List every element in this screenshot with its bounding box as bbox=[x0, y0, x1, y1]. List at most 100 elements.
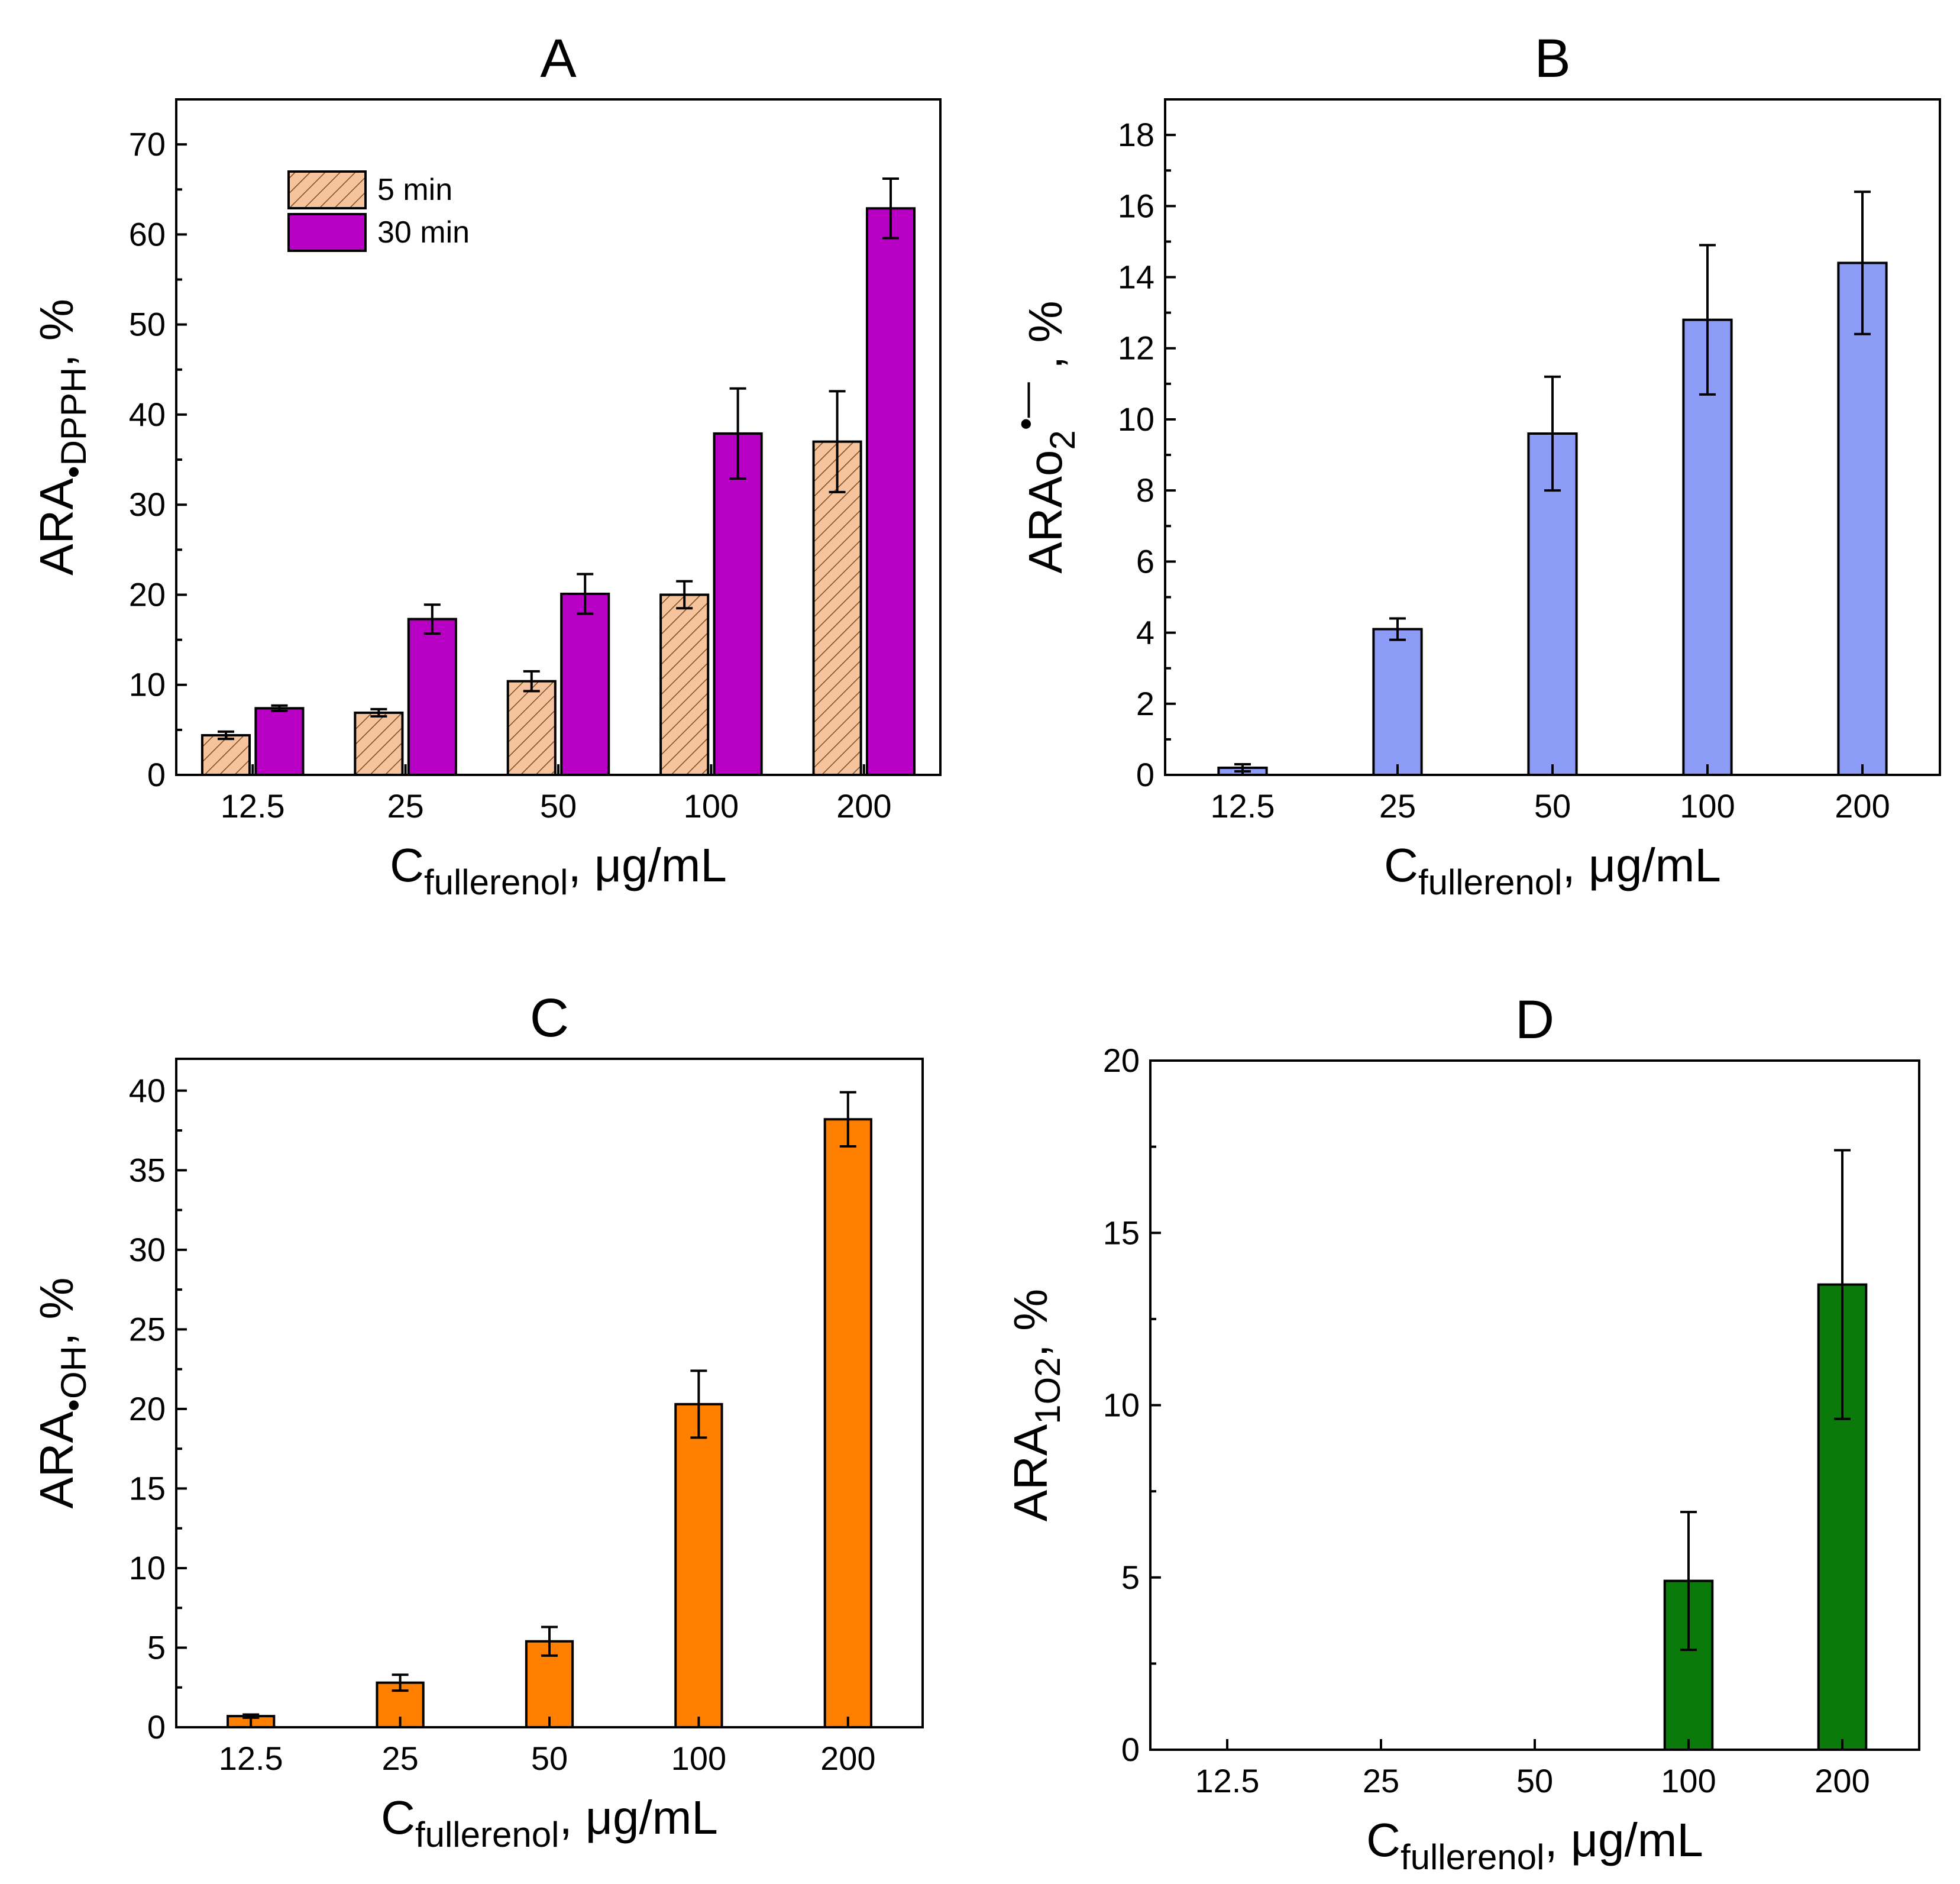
x-tick-label: 12.5 bbox=[1195, 1762, 1260, 1799]
x-axis-label-main: C bbox=[381, 1791, 415, 1844]
x-tick-label: 200 bbox=[836, 787, 891, 825]
error-bar bbox=[690, 1369, 707, 1439]
x-axis-label-sub: fullerenol bbox=[1418, 862, 1563, 902]
x-tick-label: 100 bbox=[1680, 787, 1735, 825]
x-axis-label-unit: , μg/mL bbox=[559, 1791, 717, 1844]
y-tick-label: 0 bbox=[147, 1708, 166, 1746]
bar-b-ara-o2--200 bbox=[1837, 261, 1888, 777]
panel-a: A 0 10 20 30 40 50 60 70 12.5 25 50 100 200 Cfullereno… bbox=[30, 28, 942, 902]
y-axis: 0 5 10 15 20 bbox=[1103, 1042, 1161, 1768]
x-tick-label: 25 bbox=[387, 787, 423, 825]
x-tick-label: 200 bbox=[1815, 1762, 1870, 1799]
x-tick-label: 100 bbox=[671, 1740, 726, 1777]
x-axis-label: Cfullerenol, μg/mL bbox=[381, 1791, 718, 1854]
x-axis-label-unit: , μg/mL bbox=[1544, 1814, 1703, 1866]
bar-a-30-min-12.5 bbox=[254, 707, 305, 776]
plot-frame bbox=[1149, 1059, 1920, 1751]
x-tick-label: 200 bbox=[820, 1740, 875, 1777]
y-axis-label: ARA•DPPH, % bbox=[30, 299, 93, 576]
bar-a-30-min-50 bbox=[560, 592, 610, 776]
y-tick-label: 35 bbox=[129, 1151, 166, 1188]
bar-a-5-min-50 bbox=[506, 680, 557, 777]
y-axis-label-unit: , % bbox=[1019, 300, 1072, 382]
bar-a-30-min-200 bbox=[865, 207, 916, 776]
x-tick-label: 25 bbox=[1379, 787, 1416, 825]
bar-c-ara-oh-100 bbox=[674, 1403, 723, 1728]
y-tick-label: 8 bbox=[1136, 471, 1154, 509]
x-axis: 12.5 25 50 100 200 bbox=[219, 1717, 876, 1777]
y-axis: 0 2 4 6 8 10 12 14 16 18 bbox=[1118, 116, 1176, 793]
x-tick-label: 12.5 bbox=[219, 1740, 283, 1777]
y-axis-label-unit: , % bbox=[30, 299, 83, 367]
bar-b-ara-o2--100 bbox=[1682, 318, 1733, 776]
error-bar bbox=[271, 704, 288, 712]
x-axis-label-main: C bbox=[1384, 839, 1418, 891]
error-bar bbox=[523, 670, 540, 693]
bar-a-30-min-100 bbox=[713, 432, 763, 776]
x-tick-label: 50 bbox=[1534, 787, 1571, 825]
legend-label: 30 min bbox=[377, 215, 470, 250]
y-tick-label: 50 bbox=[129, 306, 166, 343]
y-axis-label: ARA•OH, % bbox=[30, 1277, 93, 1508]
bar-a-5-min-12.5 bbox=[200, 734, 251, 777]
y-axis-label-main: ARA bbox=[30, 478, 83, 576]
x-axis-label-sub: fullerenol bbox=[424, 862, 568, 902]
y-tick-label: 0 bbox=[147, 756, 166, 793]
y-axis-label: ARA1O2, % bbox=[1004, 1289, 1068, 1522]
y-axis-label-main: ARA bbox=[1004, 1424, 1057, 1521]
y-axis-label-unit: , % bbox=[1004, 1289, 1057, 1358]
y-tick-label: 10 bbox=[129, 666, 166, 703]
y-tick-label: 12 bbox=[1118, 329, 1154, 367]
y-tick-label: 20 bbox=[129, 1390, 166, 1427]
x-tick-label: 50 bbox=[531, 1740, 568, 1777]
x-tick-label: 100 bbox=[1661, 1762, 1716, 1799]
x-tick-label: 50 bbox=[1516, 1762, 1553, 1799]
x-axis: 12.5 25 50 100 200 bbox=[221, 764, 892, 825]
x-axis: 12.5 25 50 100 200 bbox=[1211, 764, 1890, 825]
error-bar bbox=[392, 1673, 409, 1692]
x-tick-label: 50 bbox=[540, 787, 577, 825]
y-axis-label-sup: •— bbox=[1006, 382, 1046, 430]
error-bar bbox=[217, 730, 234, 741]
x-axis-label: Cfullerenol, μg/mL bbox=[1366, 1814, 1703, 1877]
y-axis-label-sub: •OH bbox=[54, 1346, 93, 1411]
y-tick-label: 14 bbox=[1118, 258, 1154, 296]
y-axis-label-unit: , % bbox=[30, 1277, 83, 1346]
x-tick-label: 25 bbox=[381, 1740, 418, 1777]
error-bar bbox=[1389, 617, 1406, 641]
bar-b-ara-o2--25 bbox=[1372, 628, 1423, 777]
legend-swatch bbox=[287, 170, 367, 209]
legend-label: 5 min bbox=[377, 173, 452, 207]
y-tick-label: 5 bbox=[147, 1628, 166, 1666]
x-tick-label: 12.5 bbox=[1211, 787, 1275, 825]
y-tick-label: 10 bbox=[129, 1549, 166, 1586]
y-axis: 0 5 10 15 20 25 30 35 40 bbox=[129, 1072, 187, 1746]
y-tick-label: 0 bbox=[1136, 756, 1154, 793]
x-axis-label-unit: , μg/mL bbox=[1562, 839, 1720, 891]
y-axis-label: ARAo2•— , % bbox=[1006, 300, 1082, 573]
y-tick-label: 20 bbox=[1103, 1042, 1140, 1079]
panel-title: C bbox=[530, 988, 569, 1048]
x-tick-label: 100 bbox=[684, 787, 739, 825]
panel-title: D bbox=[1515, 990, 1554, 1050]
error-bar bbox=[1680, 1511, 1697, 1652]
y-tick-label: 40 bbox=[129, 1072, 166, 1109]
error-bar bbox=[729, 387, 746, 480]
error-bar bbox=[577, 573, 594, 615]
y-tick-label: 16 bbox=[1118, 187, 1154, 224]
bar-a-5-min-100 bbox=[659, 593, 710, 776]
y-tick-label: 25 bbox=[129, 1310, 166, 1347]
panel-b: B 0 2 4 6 8 10 12 14 16 18 12.5 25 50 100 200 Cfullereno… bbox=[1006, 28, 1941, 902]
x-axis-label-main: C bbox=[390, 839, 424, 891]
y-axis-label-sub: 1O2 bbox=[1028, 1357, 1068, 1424]
y-tick-label: 10 bbox=[1103, 1387, 1140, 1424]
y-tick-label: 15 bbox=[1103, 1214, 1140, 1251]
bars bbox=[1217, 190, 1888, 777]
panel-c: C 0 5 10 15 20 25 30 35 40 12.5 25 50 100 200 Cfulleren… bbox=[30, 988, 924, 1854]
y-tick-label: 2 bbox=[1136, 685, 1154, 722]
error-bar bbox=[423, 603, 441, 635]
error-bar bbox=[882, 177, 900, 240]
bar-a-5-min-200 bbox=[812, 440, 862, 776]
y-tick-label: 60 bbox=[129, 215, 166, 253]
